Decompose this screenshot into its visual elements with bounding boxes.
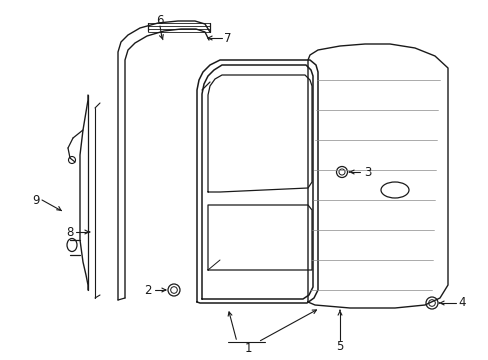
Text: 3: 3 — [364, 166, 371, 179]
Text: 5: 5 — [336, 339, 343, 352]
Text: 4: 4 — [457, 297, 465, 310]
Text: 6: 6 — [156, 14, 163, 27]
Text: 2: 2 — [144, 284, 151, 297]
Text: 7: 7 — [224, 32, 231, 45]
Text: 1: 1 — [244, 342, 251, 355]
Text: 8: 8 — [66, 225, 74, 239]
Text: 9: 9 — [32, 194, 40, 207]
